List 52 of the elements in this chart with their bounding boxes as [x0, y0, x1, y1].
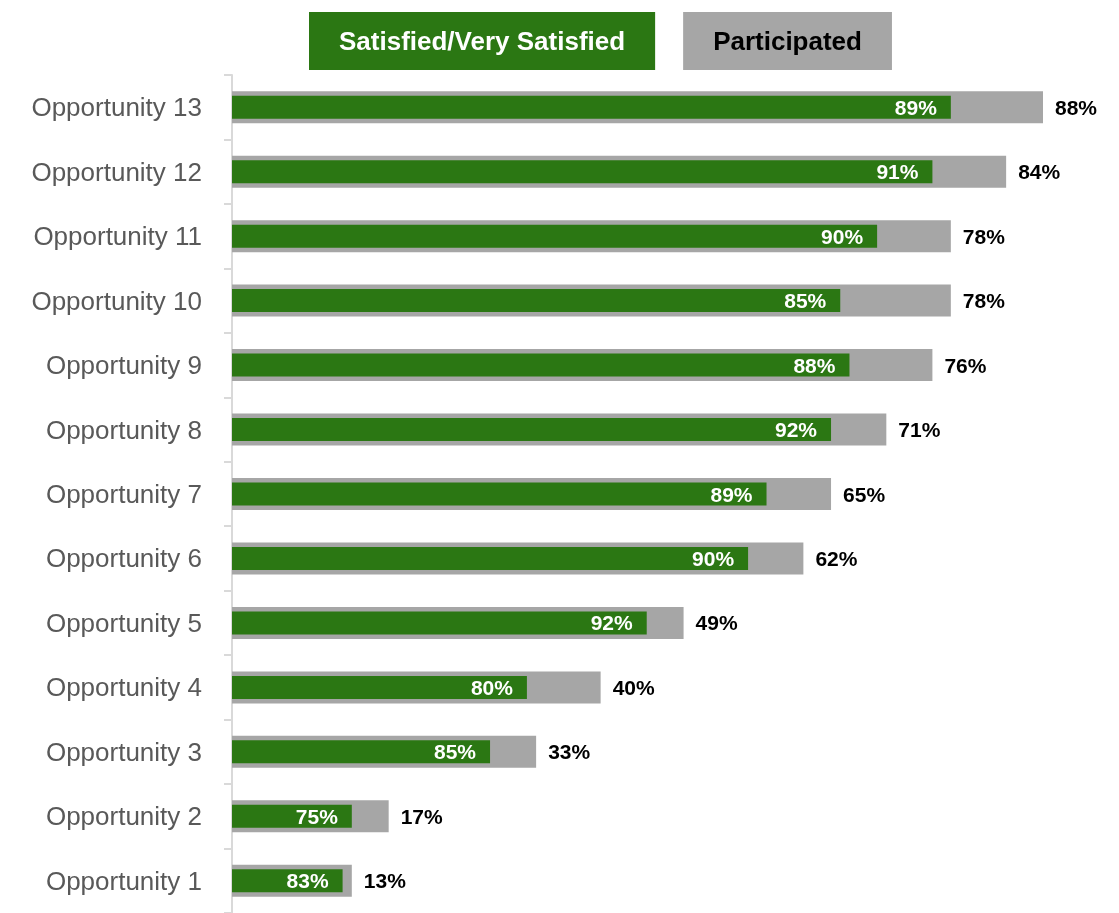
data-label: 88%	[1055, 95, 1098, 119]
data-label: 40%	[612, 675, 655, 699]
annotation: 90%	[821, 224, 864, 248]
annotation: 90%	[692, 546, 735, 570]
bar	[232, 675, 527, 699]
bar	[232, 418, 832, 442]
y-tick-label: Opportunity 11	[33, 221, 202, 252]
y-tick-label: Opportunity 13	[31, 92, 202, 123]
y-tick-label: Opportunity 2	[45, 801, 202, 832]
annotation: 75%	[295, 804, 339, 828]
data-label: 78%	[962, 224, 1006, 248]
bar	[232, 289, 841, 313]
annotation: 80%	[470, 675, 514, 699]
data-label: 33%	[548, 740, 591, 764]
bar	[232, 740, 491, 764]
y-tick-label: Opportunity 4	[45, 672, 202, 703]
bar	[232, 95, 951, 119]
bar	[232, 160, 933, 184]
y-tick-label: Opportunity 9	[45, 350, 202, 381]
bar	[232, 482, 767, 506]
y-tick-label: Opportunity 5	[45, 607, 202, 638]
annotation: 92%	[775, 418, 818, 442]
data-label: 65%	[843, 482, 886, 506]
data-label: 76%	[944, 353, 987, 377]
series-label: Participated	[713, 26, 862, 56]
annotation: 89%	[894, 95, 938, 119]
annotation: 92%	[590, 611, 634, 635]
annotation: 85%	[784, 289, 827, 313]
bar	[232, 353, 850, 377]
data-label: 71%	[898, 418, 941, 442]
data-label: 49%	[695, 611, 738, 635]
bar	[232, 546, 749, 570]
series-label: Satisfied/Very Satisfied	[339, 26, 626, 56]
annotation: 88%	[793, 353, 836, 377]
y-tick-label: Opportunity 8	[45, 414, 202, 445]
y-tick-label: Opportunity 6	[45, 543, 202, 574]
y-tick-label: Opportunity 3	[45, 736, 202, 767]
bar	[232, 611, 647, 635]
bar	[232, 224, 878, 248]
data-label: 84%	[1018, 160, 1061, 184]
data-label: 78%	[962, 289, 1006, 313]
y-tick-label: Opportunity 7	[45, 479, 202, 509]
data-label: 62%	[815, 546, 858, 570]
annotation: 83%	[286, 869, 329, 893]
data-label: 13%	[363, 869, 407, 893]
y-tick-label: Opportunity 12	[31, 156, 202, 187]
data-label: 17%	[400, 804, 444, 828]
annotation: 89%	[710, 482, 753, 506]
annotation: 85%	[434, 740, 477, 764]
annotation: 91%	[876, 160, 919, 184]
y-tick-label: Opportunity 1	[45, 865, 202, 896]
y-tick-label: Opportunity 10	[31, 285, 202, 316]
